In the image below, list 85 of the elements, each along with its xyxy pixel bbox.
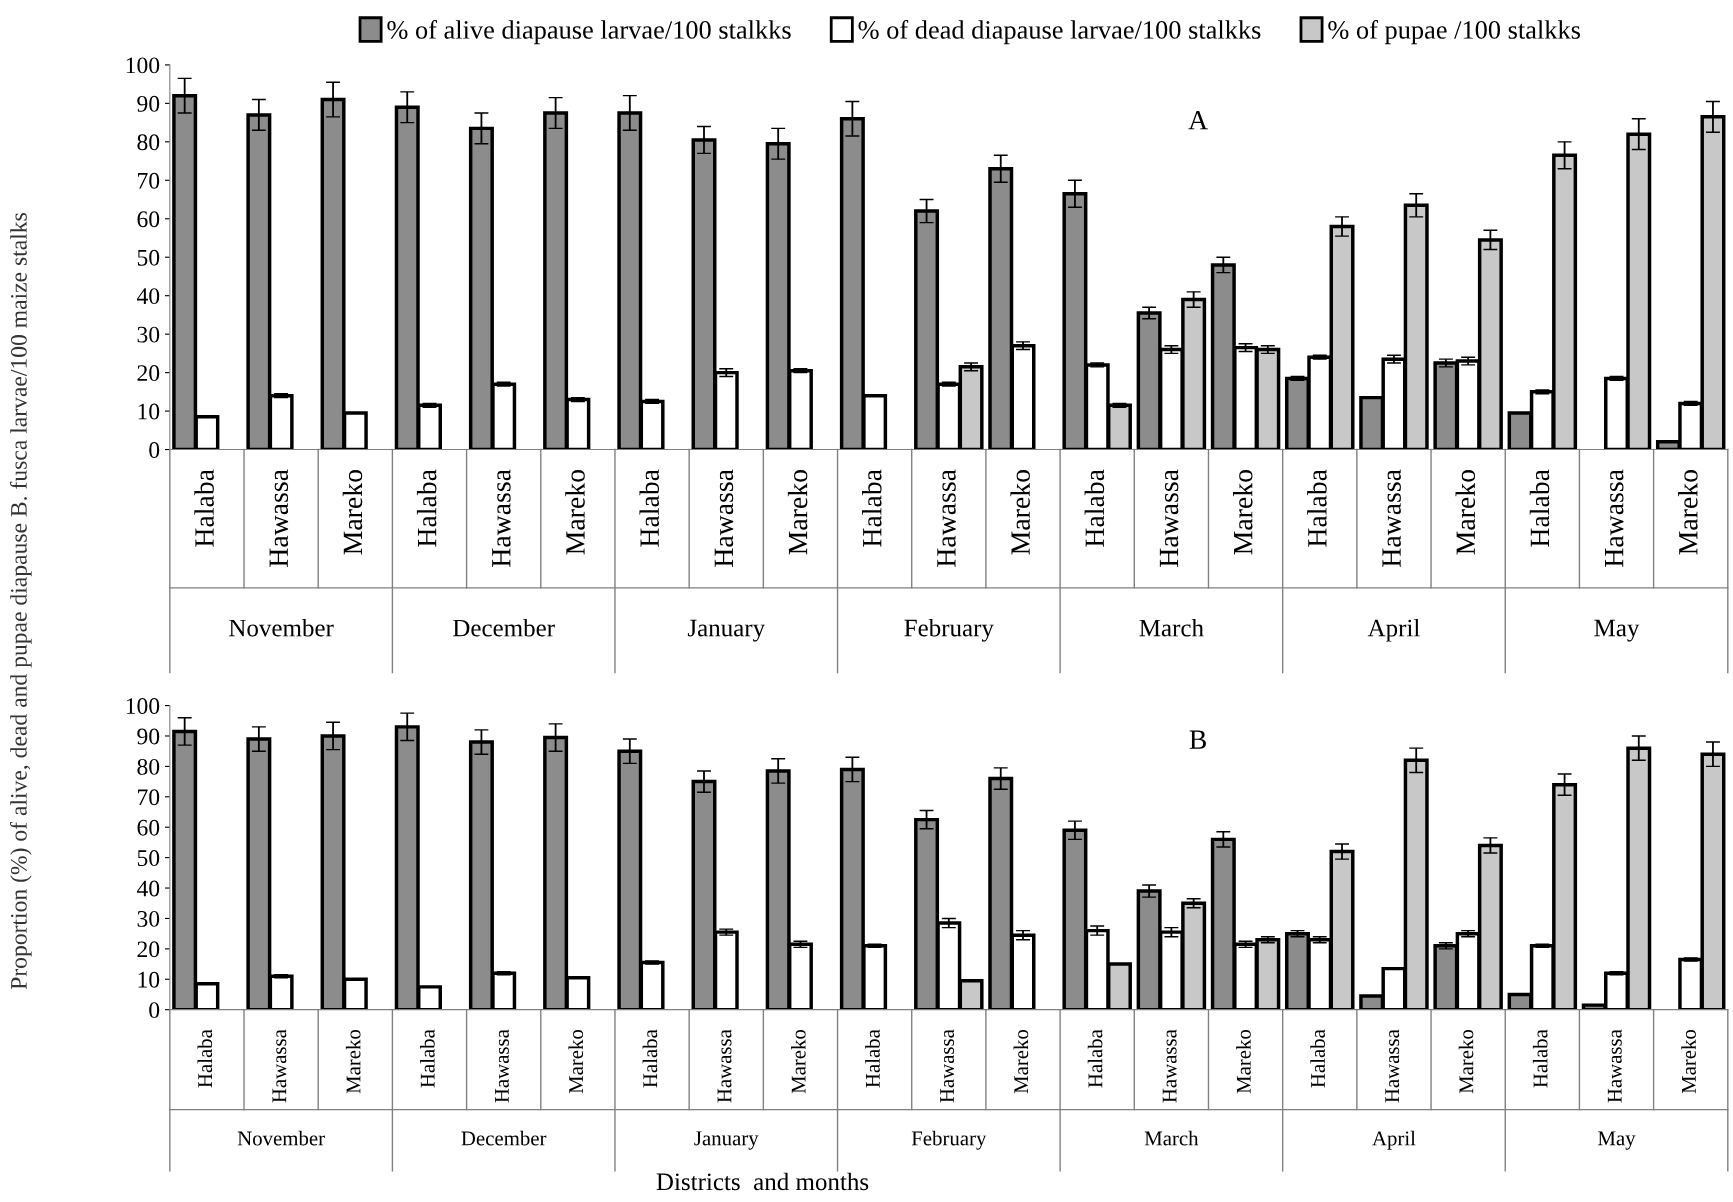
y-tick-label: 40 [136, 288, 160, 305]
y-tick-label: 0 [149, 1002, 160, 1019]
legend-label: % of alive diapause larvae/100 stalkks [387, 20, 791, 45]
y-tick-label: 100 [126, 698, 160, 714]
x-tick-label: Mareko [787, 470, 808, 555]
x-tick-label: Mareko [1010, 470, 1030, 555]
y-tick-label: 80 [137, 758, 160, 775]
text: November [237, 1130, 325, 1146]
x-tick-label: Hawassa [940, 1029, 955, 1103]
x-tick-label: Hawassa [1382, 469, 1401, 567]
y-axis-title: Proportion (%) of alive, dead and pupae diapause B. fusca larvae/100 maize stalks [9, 213, 32, 990]
text: December [453, 618, 555, 637]
y-tick-label: 20 [137, 365, 160, 382]
x-tick-label: Halaba [862, 469, 882, 547]
x-tick-label: Mareko [1236, 1029, 1251, 1094]
text: January [687, 619, 766, 642]
legend-label: % of pupae /100 stalkks [1328, 20, 1580, 45]
y-tick-label: 50 [137, 850, 160, 867]
x-tick-label: Hawassa [1607, 1029, 1622, 1103]
y-tick-label: 70 [138, 789, 160, 806]
x-tick-label: Mareko [790, 1029, 806, 1094]
x-tick-label: Hawassa [717, 1029, 732, 1103]
x-tick-label: Hawassa [1605, 469, 1624, 567]
text: January [694, 1131, 759, 1150]
text: December [461, 1130, 547, 1146]
y-tick-label: 100 [126, 57, 160, 74]
x-tick-label: Mareko [1232, 470, 1253, 555]
x-tick-label: Halaba [642, 1029, 658, 1088]
y-tick-label: 50 [137, 249, 160, 266]
text: November [229, 618, 334, 637]
legend-label: % of dead diapause larvae/100 stalkks [858, 20, 1261, 45]
x-tick-label: Halaba [1087, 1029, 1103, 1088]
x-tick-label: Halaba [865, 1029, 880, 1088]
y-tick-label: 40 [136, 880, 160, 897]
x-tick-label: Hawassa [1385, 1029, 1400, 1103]
x-tick-label: Hawassa [714, 469, 734, 567]
y-tick-label: 30 [137, 910, 160, 927]
x-tick-label: Halaba [1529, 469, 1550, 547]
x-tick-label: Halaba [1310, 1029, 1325, 1088]
annotation: A [1188, 110, 1208, 130]
y-tick-label: 0 [149, 442, 160, 458]
x-tick-label: Hawassa [937, 469, 956, 567]
y-tick-label: 20 [137, 941, 160, 958]
x-tick-label: Halaba [1307, 469, 1327, 547]
x-tick-label: Mareko [1455, 470, 1476, 555]
x-axis-title: Districts and months [656, 1172, 869, 1191]
y-tick-label: 30 [137, 326, 160, 343]
text: February [904, 618, 994, 642]
text: March [1139, 618, 1204, 637]
text: March [1144, 1130, 1199, 1146]
y-tick-label: 90 [137, 95, 160, 112]
x-tick-label: Hawassa [492, 469, 511, 567]
text: February [911, 1130, 987, 1150]
y-tick-label: 60 [137, 211, 160, 228]
x-tick-label: Hawassa [1159, 469, 1179, 567]
x-tick-label: Mareko [568, 1029, 584, 1094]
x-tick-label: Mareko [1678, 470, 1698, 555]
y-tick-label: 60 [137, 819, 160, 836]
text: May [1598, 1131, 1636, 1150]
x-tick-label: Mareko [342, 470, 363, 555]
text: May [1594, 619, 1640, 642]
x-tick-label: Halaba [416, 469, 437, 547]
x-tick-label: Hawassa [1162, 1029, 1177, 1103]
x-tick-label: Mareko [1458, 1029, 1474, 1094]
y-tick-label: 90 [137, 728, 160, 745]
x-tick-label: Halaba [1084, 469, 1105, 547]
x-tick-label: Halaba [420, 1029, 435, 1088]
y-tick-label: 10 [138, 403, 160, 420]
x-tick-label: Mareko [1013, 1029, 1029, 1094]
x-tick-label: Mareko [1681, 1029, 1696, 1094]
x-tick-label: Halaba [194, 469, 214, 547]
text: April [1367, 618, 1420, 642]
x-tick-label: Hawassa [272, 1029, 287, 1103]
x-tick-label: Hawassa [269, 469, 289, 567]
x-tick-label: Halaba [639, 469, 660, 547]
x-tick-label: Halaba [1532, 1029, 1548, 1088]
y-tick-label: 80 [137, 134, 160, 151]
x-tick-label: Mareko [345, 1029, 361, 1094]
y-tick-label: 70 [138, 172, 160, 189]
x-tick-label: Halaba [197, 1029, 213, 1088]
x-tick-label: Mareko [565, 470, 585, 555]
text: April [1372, 1130, 1416, 1150]
x-tick-label: Hawassa [495, 1029, 509, 1103]
annotation: B [1189, 730, 1206, 749]
y-tick-label: 10 [138, 971, 160, 988]
